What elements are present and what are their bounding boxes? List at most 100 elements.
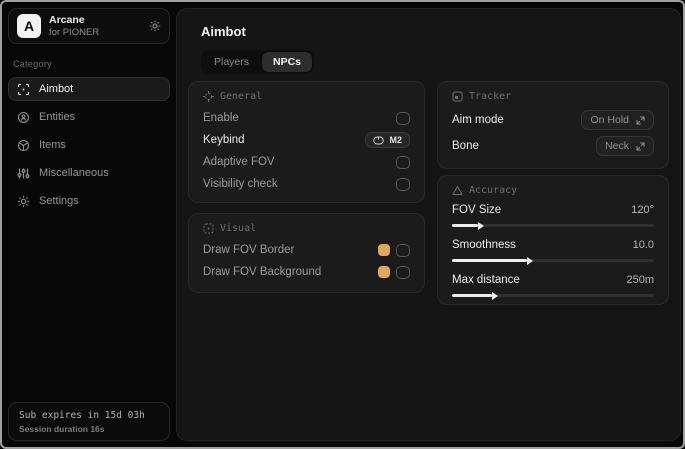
- max-distance-value: 250m: [626, 274, 654, 286]
- tab-npcs[interactable]: NPCs: [262, 52, 313, 72]
- accuracy-card-header: Accuracy: [452, 185, 654, 196]
- sliders-icon: [17, 167, 30, 180]
- fov-size-slider-group: FOV Size 120°: [452, 201, 654, 227]
- setting-label: Smoothness: [452, 239, 516, 251]
- general-card-header: General: [203, 91, 410, 102]
- sidebar-item-label: Entities: [39, 111, 76, 123]
- max-distance-slider[interactable]: [452, 294, 654, 297]
- sidebar-item-entities[interactable]: Entities: [8, 105, 170, 129]
- category-label: Category: [13, 59, 52, 69]
- main-panel: Aimbot Players NPCs General Enable: [176, 8, 681, 441]
- setting-label: FOV Size: [452, 204, 502, 216]
- draw-fov-border-checkbox[interactable]: [396, 243, 410, 257]
- tracker-card: Tracker Aim mode On Hold Bone Neck: [437, 81, 669, 169]
- settings-gear-icon[interactable]: [149, 20, 161, 32]
- setting-label: Draw FOV Background: [203, 266, 322, 278]
- radar-icon: [17, 111, 30, 124]
- setting-row-enable: Enable: [203, 107, 410, 129]
- setting-row-draw-fov-border: Draw FOV Border: [203, 239, 410, 261]
- app-subtitle: for PIONER: [49, 26, 100, 38]
- setting-label: Visibility check: [203, 178, 278, 190]
- draw-fov-background-checkbox[interactable]: [396, 265, 410, 279]
- setting-row-aim-mode: Aim mode On Hold: [452, 107, 654, 133]
- smoothness-value: 10.0: [632, 239, 654, 251]
- setting-label: Enable: [203, 112, 239, 124]
- visibility-check-checkbox[interactable]: [396, 177, 410, 191]
- row-controls: [378, 265, 410, 279]
- setting-row-keybind: Keybind M2: [203, 129, 410, 151]
- setting-label: Max distance: [452, 274, 520, 286]
- slider-labels: FOV Size 120°: [452, 201, 654, 219]
- visual-card-title: Visual: [220, 223, 257, 234]
- cube-icon: [17, 139, 30, 152]
- smoothness-slider[interactable]: [452, 259, 654, 262]
- adaptive-fov-checkbox[interactable]: [396, 155, 410, 169]
- aim-mode-dropdown[interactable]: On Hold: [581, 110, 654, 130]
- bone-value: Neck: [605, 140, 629, 152]
- visual-icon: [203, 223, 214, 234]
- setting-label: Adaptive FOV: [203, 156, 275, 168]
- sub-expires-text: Sub expires in 15d 03h: [19, 410, 145, 421]
- sidebar-item-label: Aimbot: [39, 83, 74, 95]
- expand-icon: [636, 115, 645, 125]
- logo-text: Arcane for PIONER: [49, 14, 99, 39]
- setting-label: Draw FOV Border: [203, 244, 295, 256]
- slider-fill[interactable]: [452, 259, 527, 262]
- tab-players[interactable]: Players: [214, 56, 250, 68]
- fov-size-value: 120°: [631, 204, 654, 216]
- sidebar-item-label: Miscellaneous: [39, 167, 109, 179]
- sidebar-item-label: Items: [39, 139, 66, 151]
- app-logo: A: [17, 14, 41, 38]
- general-card-title: General: [220, 91, 263, 102]
- subscription-info-box: Sub expires in 15d 03h Session duration …: [8, 402, 170, 441]
- page-title: Aimbot: [201, 24, 246, 39]
- crosshair-icon: [17, 83, 30, 96]
- setting-row-visibility-check: Visibility check: [203, 173, 410, 195]
- mouse-icon: [373, 136, 385, 145]
- sidebar-item-settings[interactable]: Settings: [8, 189, 170, 213]
- tracker-card-title: Tracker: [469, 91, 512, 102]
- setting-label: Aim mode: [452, 114, 504, 126]
- tracker-icon: [452, 91, 463, 102]
- general-card: General Enable Keybind M2: [188, 81, 425, 203]
- enable-checkbox[interactable]: [396, 111, 410, 125]
- fov-size-slider[interactable]: [452, 224, 654, 227]
- sidebar-item-miscellaneous[interactable]: Miscellaneous: [8, 161, 170, 185]
- keybind-value: M2: [389, 135, 402, 145]
- aim-mode-value: On Hold: [590, 114, 629, 126]
- sidebar-item-label: Settings: [39, 195, 79, 207]
- slider-fill[interactable]: [452, 294, 493, 297]
- sidebar: A Arcane for PIONER Category: [8, 8, 170, 443]
- session-duration-text: Session duration 16s: [19, 424, 105, 434]
- row-controls: [378, 243, 410, 257]
- max-distance-slider-group: Max distance 250m: [452, 271, 654, 297]
- setting-row-bone: Bone Neck: [452, 133, 654, 159]
- slider-fill[interactable]: [452, 224, 479, 227]
- setting-label: Keybind: [203, 134, 245, 146]
- fov-border-color-swatch[interactable]: [378, 244, 390, 256]
- slider-labels: Smoothness 10.0: [452, 236, 654, 254]
- accuracy-icon: [452, 185, 463, 196]
- visual-card: Visual Draw FOV Border Draw FOV Backgrou…: [188, 213, 425, 293]
- accuracy-card-title: Accuracy: [469, 185, 518, 196]
- app-name: Arcane: [49, 13, 85, 26]
- sidebar-item-aimbot[interactable]: Aimbot: [8, 77, 170, 101]
- gear-icon: [17, 195, 30, 208]
- logo-box: A Arcane for PIONER: [8, 8, 170, 44]
- bone-dropdown[interactable]: Neck: [596, 136, 654, 156]
- fov-background-color-swatch[interactable]: [378, 266, 390, 278]
- general-icon: [203, 91, 214, 102]
- visual-card-header: Visual: [203, 223, 410, 234]
- tracker-card-header: Tracker: [452, 91, 654, 102]
- accuracy-card: Accuracy FOV Size 120° Smoothness 10.0: [437, 175, 669, 305]
- slider-labels: Max distance 250m: [452, 271, 654, 289]
- sidebar-menu: Aimbot Entities: [8, 77, 170, 213]
- tab-bar: Players NPCs: [201, 50, 315, 74]
- setting-label: Bone: [452, 140, 479, 152]
- setting-row-draw-fov-background: Draw FOV Background: [203, 261, 410, 283]
- keybind-button[interactable]: M2: [365, 132, 410, 148]
- sidebar-item-items[interactable]: Items: [8, 133, 170, 157]
- smoothness-slider-group: Smoothness 10.0: [452, 236, 654, 262]
- expand-icon: [636, 141, 645, 151]
